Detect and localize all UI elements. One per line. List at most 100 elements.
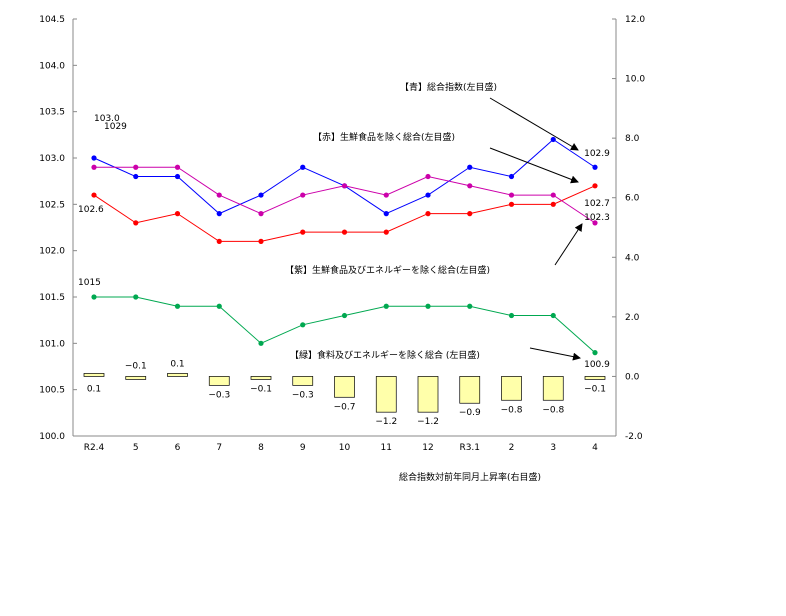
x-tick-label: R3.1 <box>459 443 480 453</box>
bar-label: −0.1 <box>250 384 272 394</box>
left-tick-label: 102.5 <box>39 200 65 210</box>
bar <box>167 373 188 377</box>
bar-label: −0.3 <box>292 390 314 400</box>
legend-arrow <box>489 147 579 184</box>
bar <box>375 376 397 413</box>
right-tick-label: 8.0 <box>625 134 640 144</box>
data-point <box>91 164 97 170</box>
right-tick-label: -2.0 <box>625 432 643 442</box>
data-point <box>258 192 264 198</box>
end-label: 102.7 <box>584 199 610 209</box>
bar <box>417 376 439 413</box>
x-tick-label: 7 <box>216 443 222 453</box>
data-point <box>300 164 306 170</box>
data-point <box>508 312 515 319</box>
data-point <box>467 211 473 217</box>
data-point <box>592 220 598 226</box>
right-tick-label: 2.0 <box>625 313 640 323</box>
data-point <box>341 312 348 319</box>
bar <box>250 376 272 380</box>
bar <box>208 376 230 386</box>
data-point <box>592 183 598 189</box>
bar <box>542 376 564 401</box>
end-label: 102.3 <box>584 213 610 223</box>
bar-label: −1.2 <box>417 417 439 427</box>
data-point <box>592 350 598 356</box>
bar <box>83 373 105 377</box>
left-tick-label: 100.5 <box>39 386 65 396</box>
data-point <box>91 192 97 198</box>
x-tick-label: R2.4 <box>84 443 105 453</box>
data-point <box>216 303 222 309</box>
right-tick-label: 6.0 <box>625 194 640 204</box>
data-point <box>91 294 97 300</box>
bar-series-label: 総合指数対前年同月上昇率(右目盛) <box>399 471 541 483</box>
bar-label: −0.9 <box>459 408 481 418</box>
data-point <box>216 211 222 217</box>
data-point <box>341 229 348 235</box>
start-label: 1015 <box>78 278 101 288</box>
data-point <box>174 173 181 180</box>
x-tick-label: 5 <box>133 443 139 453</box>
bar <box>459 376 481 404</box>
bar <box>125 376 147 380</box>
legend-label: 【青】総合指数(左目盛) <box>400 81 497 93</box>
legend-label: 【紫】生鮮食品及びエネルギーを除く総合(左目盛) <box>285 264 490 276</box>
x-tick-label: 8 <box>258 443 264 453</box>
data-point <box>383 192 389 198</box>
data-point <box>258 211 264 217</box>
data-point <box>550 192 556 198</box>
left-tick-label: 104.0 <box>39 61 65 71</box>
legend-label: 【緑】食料及びエネルギーを除く総合 (左目盛) <box>290 349 480 361</box>
left-tick-label: 100.0 <box>39 432 65 442</box>
data-point <box>467 164 473 170</box>
data-point <box>174 164 181 170</box>
data-point <box>133 173 139 180</box>
right-tick-label: 4.0 <box>625 253 640 263</box>
x-tick-label: 3 <box>550 443 556 453</box>
x-tick-label: 10 <box>339 443 351 453</box>
data-point <box>133 164 139 170</box>
data-point <box>133 220 139 226</box>
right-tick-label: 0.0 <box>625 372 640 382</box>
x-tick-label: 4 <box>592 443 598 453</box>
data-point <box>425 211 431 217</box>
end-label: 102.9 <box>584 149 610 159</box>
bar <box>292 376 314 386</box>
data-point <box>383 211 389 217</box>
right-tick-label: 12.0 <box>625 15 645 25</box>
left-tick-label: 101.5 <box>39 293 65 303</box>
left-tick-label: 103.0 <box>39 154 65 164</box>
legend-arrow <box>529 347 581 361</box>
data-point <box>258 238 264 244</box>
data-point <box>216 192 222 198</box>
series-line <box>94 296 596 353</box>
bar <box>584 376 606 380</box>
start-label: 102.6 <box>78 205 104 215</box>
data-point <box>550 201 556 207</box>
bar-label: −0.8 <box>542 405 564 415</box>
end-label: 100.9 <box>584 360 610 370</box>
left-tick-label: 104.5 <box>39 15 65 25</box>
bar-label: −0.7 <box>334 402 356 412</box>
bar-label: −0.1 <box>125 361 147 371</box>
left-tick-label: 103.5 <box>39 108 65 118</box>
start-label: 1029 <box>104 122 127 132</box>
data-point <box>216 238 222 244</box>
data-point <box>425 173 431 180</box>
x-tick-label: 6 <box>175 443 181 453</box>
bar-label: −0.1 <box>584 384 606 394</box>
data-point <box>383 229 389 235</box>
legend-arrow <box>489 97 579 151</box>
data-point <box>341 183 348 189</box>
x-tick-label: 11 <box>381 443 392 453</box>
series-line <box>93 138 596 215</box>
data-point <box>91 155 97 161</box>
bar-label: 0.1 <box>170 359 184 369</box>
left-tick-label: 102.0 <box>39 247 65 257</box>
data-point <box>174 211 181 217</box>
bar <box>334 376 355 398</box>
start-label: 103.0 <box>94 114 120 124</box>
right-tick-label: 10.0 <box>625 75 645 85</box>
